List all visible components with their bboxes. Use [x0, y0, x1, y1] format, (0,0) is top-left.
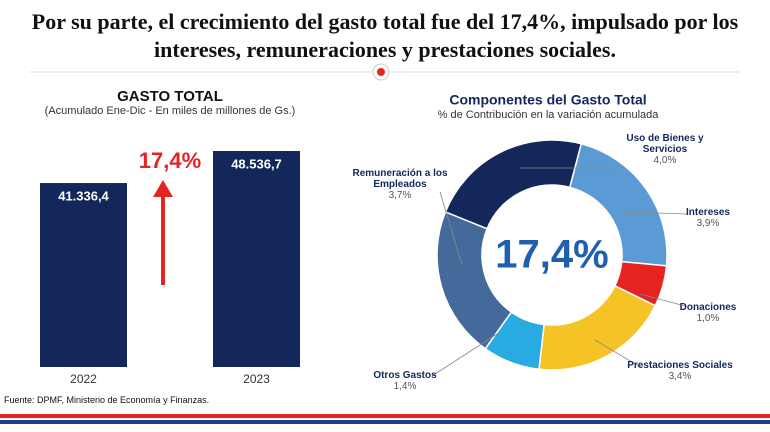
- slice-label: Remuneración a los Empleados 3,7%: [345, 168, 455, 201]
- slice-label: Otros Gastos 1,4%: [355, 370, 455, 392]
- value-label: 48.536,7: [231, 156, 282, 171]
- stripe-red: [0, 414, 770, 418]
- bar: [213, 151, 300, 367]
- slice-name: Intereses: [686, 207, 730, 218]
- source: Fuente: DPMF, Ministerio de Economía y F…: [4, 395, 210, 405]
- leader-line: [621, 211, 689, 215]
- slice-value: 3,9%: [696, 218, 720, 229]
- slice-name: Remuneración a los Empleados: [352, 168, 448, 190]
- slice-value: 3,4%: [668, 371, 692, 382]
- donut-slice: [436, 210, 513, 350]
- slice-label: Prestaciones Sociales 3,4%: [625, 360, 735, 382]
- leader-line: [594, 339, 643, 369]
- bar-title: GASTO TOTAL: [117, 88, 223, 105]
- slice-name: Otros Gastos: [373, 370, 437, 381]
- pie-title: Componentes del Gasto Total: [449, 92, 646, 108]
- slice-label: Donaciones 1,0%: [668, 302, 748, 324]
- pie-subtitle: % de Contribución en la variación acumul…: [438, 109, 660, 121]
- center-label: 17,4%: [495, 233, 608, 277]
- slice-value: 4,0%: [653, 155, 677, 166]
- slice-name: Uso de Bienes y Servicios: [626, 133, 704, 155]
- slice-value: 3,7%: [388, 190, 412, 201]
- slice-name: Prestaciones Sociales: [627, 360, 733, 371]
- arrow-head: [153, 180, 173, 197]
- slice-label: Intereses 3,9%: [668, 207, 748, 229]
- leader-line: [431, 331, 501, 377]
- x-tick-label: 2023: [243, 372, 270, 386]
- bar: [40, 183, 127, 367]
- slide-title: Por su parte, el crecimiento del gasto t…: [31, 9, 739, 62]
- value-label: 41.336,4: [58, 188, 109, 203]
- donut-slice: [444, 139, 583, 230]
- growth-annotation: 17,4%: [139, 148, 201, 173]
- slice-label: Uso de Bienes y Servicios 4,0%: [605, 133, 725, 166]
- bar-subtitle: (Acumulado Ene-Dic - En miles de millone…: [45, 105, 296, 117]
- stripe-blue: [0, 420, 770, 424]
- logo-dot: [377, 68, 385, 76]
- slice-value: 1,4%: [393, 381, 417, 392]
- leader-line: [439, 191, 463, 266]
- donut-slice: [538, 284, 657, 371]
- slice-value: 1,0%: [696, 313, 720, 324]
- x-tick-label: 2022: [70, 372, 97, 386]
- slice-name: Donaciones: [679, 302, 737, 313]
- leader-line: [639, 293, 686, 307]
